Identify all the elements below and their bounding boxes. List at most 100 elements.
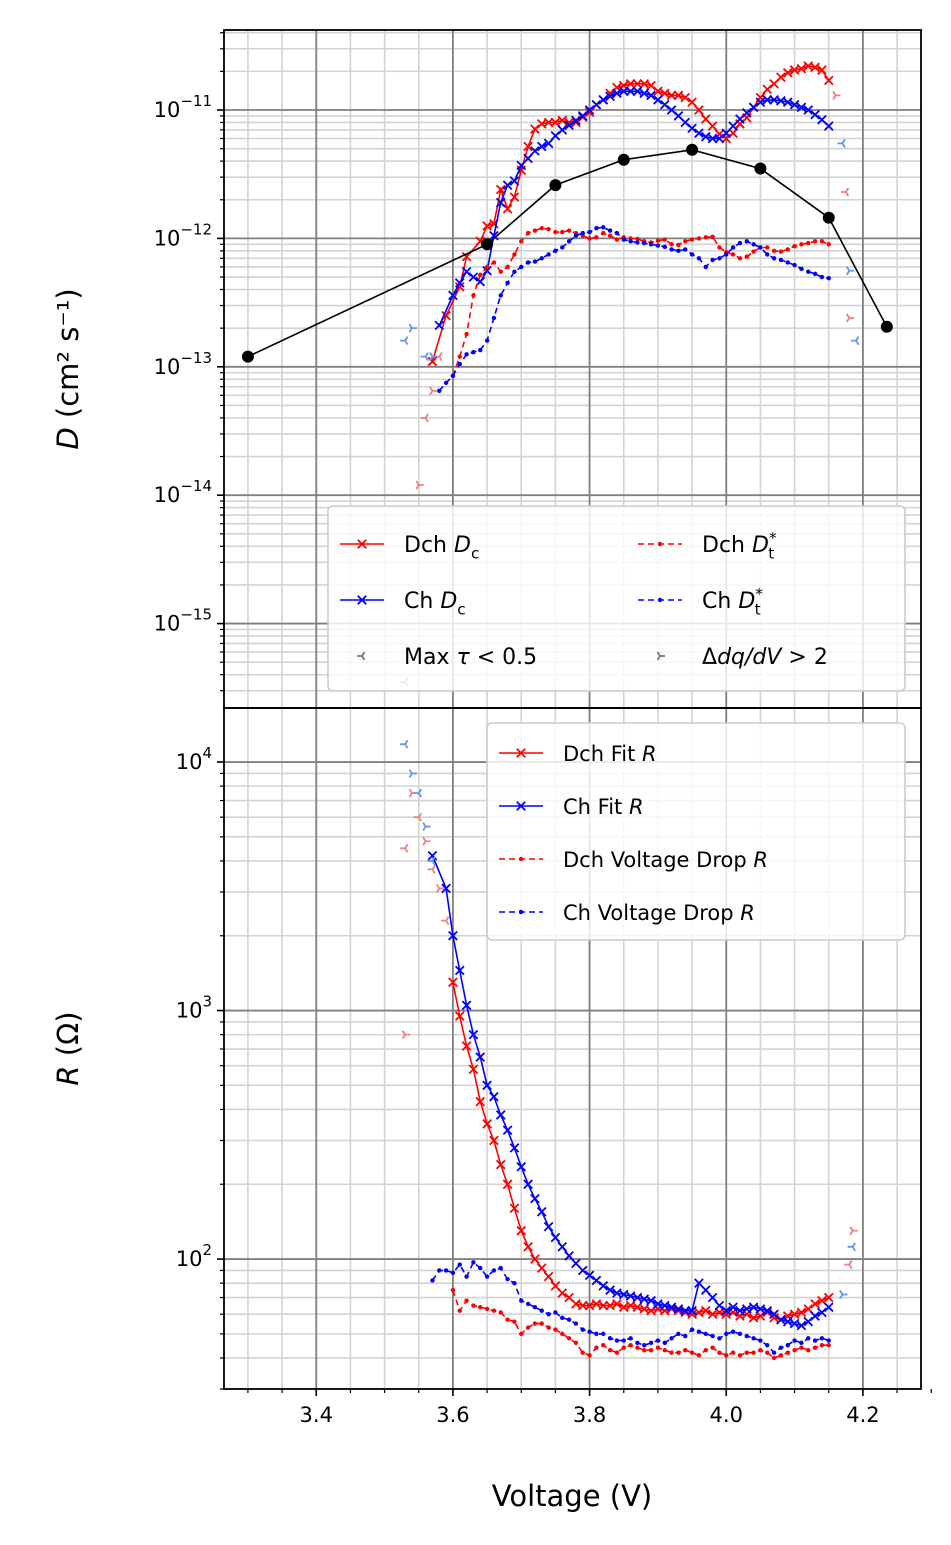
y-axis-label-units: (cm² s⁻¹) (51, 288, 85, 427)
data-point (530, 124, 540, 134)
data-point (662, 1340, 667, 1346)
data-point (621, 1338, 626, 1343)
data-point (475, 1052, 486, 1062)
data-point (530, 1193, 540, 1204)
data-point (454, 278, 465, 288)
data-point (703, 1347, 708, 1353)
data-point (646, 1295, 656, 1306)
data-point (523, 141, 533, 152)
legend-entry-ch-fit: Ch Dc (340, 589, 466, 619)
data-point (694, 1307, 704, 1318)
data-point (724, 1331, 729, 1337)
data-point (635, 240, 640, 245)
data-point (550, 117, 561, 128)
x-axis: Voltage (V) (492, 1479, 652, 1513)
data-point (614, 237, 620, 242)
data-point (525, 230, 531, 236)
data-point (484, 264, 490, 270)
data-point (408, 768, 417, 778)
data-point (491, 1268, 497, 1273)
data-point (748, 102, 759, 113)
data-point (587, 236, 592, 241)
data-point (823, 121, 834, 131)
legend-entry-dch-drop: Dch D* t (638, 529, 777, 563)
data-point (557, 1241, 568, 1252)
data-point (573, 1340, 579, 1346)
legend-text-main: Ch (404, 589, 440, 614)
data-point (744, 1350, 749, 1355)
data-point (785, 1350, 790, 1355)
data-point (435, 883, 445, 893)
data-point (401, 1030, 411, 1040)
data-point (454, 965, 465, 976)
data-point (601, 225, 606, 230)
data-point (832, 90, 841, 100)
data-point (495, 1110, 506, 1120)
data-point (669, 1350, 674, 1355)
data-point (659, 99, 670, 110)
legend-marker (518, 856, 524, 862)
data-point (703, 1331, 708, 1337)
data-point (450, 373, 456, 379)
series-ch-drop (437, 225, 831, 394)
data-point (519, 264, 524, 270)
data-point (792, 243, 797, 249)
data-point (491, 1308, 497, 1313)
data-point (635, 236, 640, 242)
legend-text-italic: D (454, 533, 471, 558)
data-point (498, 1310, 503, 1315)
data-point (648, 1347, 654, 1353)
data-point (422, 836, 431, 846)
data-point (810, 62, 820, 73)
data-point (755, 1311, 766, 1321)
data-point (655, 1338, 661, 1343)
data-point (689, 252, 695, 257)
data-point (646, 90, 656, 101)
data-point (844, 1260, 853, 1270)
y-tick-label: 10−12 (154, 220, 212, 250)
data-point (461, 1041, 472, 1051)
data-point (482, 1119, 492, 1129)
data-point (468, 1029, 479, 1040)
legend-label: Dch Fit R (563, 742, 657, 766)
data-point (536, 1263, 547, 1273)
data-point (550, 1232, 561, 1243)
data-point (700, 131, 711, 142)
data-point (512, 252, 517, 257)
data-point (686, 143, 699, 156)
data-point (457, 1262, 462, 1267)
data-point (489, 1135, 499, 1146)
data-point (849, 1226, 858, 1236)
data-point (776, 1314, 786, 1325)
legend-label: Ch D* t (702, 585, 763, 619)
data-point (489, 1091, 499, 1102)
series-line (438, 226, 829, 392)
data-point (573, 233, 579, 238)
data-point (505, 1276, 510, 1282)
data-point (420, 413, 429, 423)
data-point (519, 1331, 524, 1337)
data-point (806, 1336, 811, 1341)
data-point (683, 1333, 688, 1339)
y-tick-exponent: 4 (202, 744, 212, 762)
data-point (696, 236, 702, 241)
legend-frame (327, 505, 906, 692)
x-axis-label: Voltage (V) (492, 1479, 652, 1513)
x-tick-label: 4.2 (846, 1403, 879, 1427)
data-point (714, 1300, 725, 1311)
data-point (806, 269, 811, 274)
legend-entry-ch-drop: Ch Voltage Drop R (499, 901, 755, 925)
y-tick-mantissa: 10 (154, 483, 181, 507)
data-point (580, 230, 585, 236)
data-point (495, 184, 506, 195)
data-point (639, 1294, 650, 1304)
data-point (420, 352, 429, 362)
data-point (792, 262, 797, 268)
data-point (771, 1355, 777, 1361)
data-point (673, 1304, 684, 1314)
data-point (587, 229, 592, 235)
data-point (748, 1302, 759, 1313)
data-point (614, 1338, 620, 1343)
data-point (601, 1331, 606, 1337)
data-point (837, 138, 846, 148)
